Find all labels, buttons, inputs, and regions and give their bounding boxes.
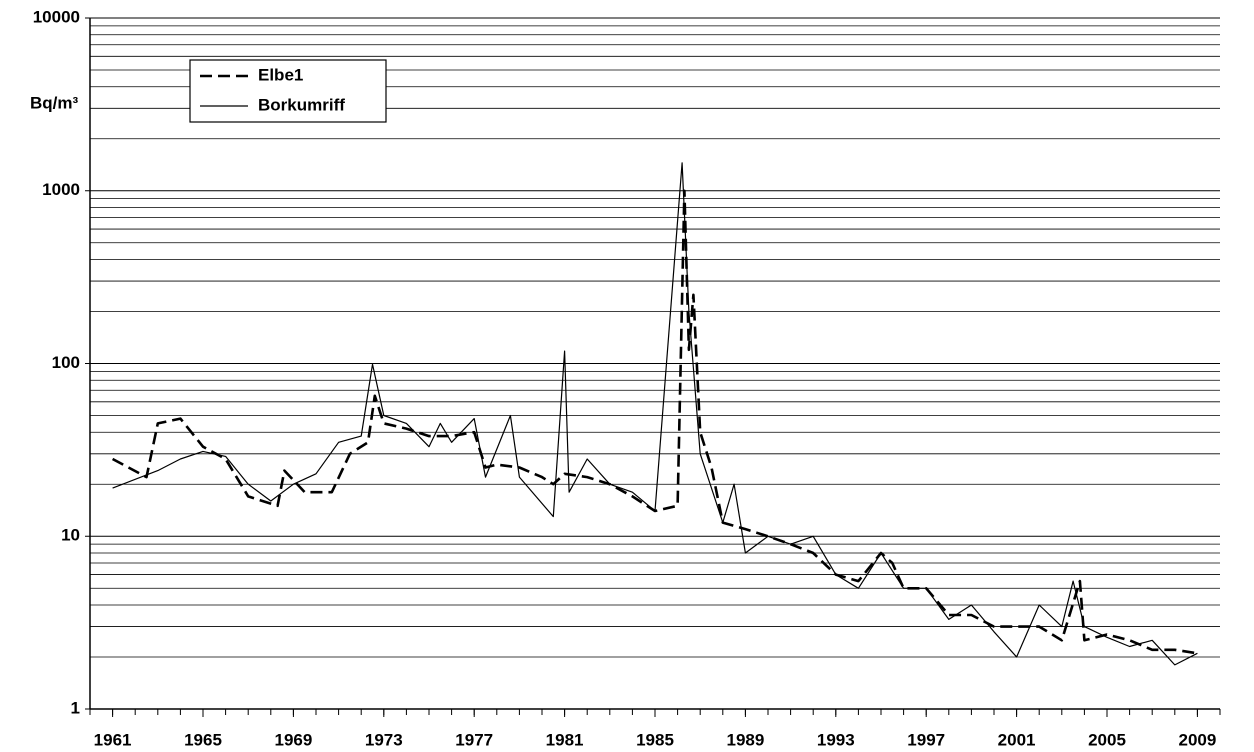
x-tick-label: 1961 bbox=[94, 730, 132, 749]
legend-label: Elbe1 bbox=[258, 65, 303, 84]
y-tick-label: 10000 bbox=[33, 7, 80, 26]
y-axis-label: Bq/m³ bbox=[30, 93, 79, 112]
legend-label: Borkumriff bbox=[258, 95, 345, 114]
x-tick-label: 1965 bbox=[184, 730, 222, 749]
x-tick-label: 2009 bbox=[1178, 730, 1216, 749]
legend-box bbox=[189, 59, 387, 123]
x-tick-label: 2001 bbox=[998, 730, 1036, 749]
x-tick-label: 1969 bbox=[274, 730, 312, 749]
x-tick-label: 1997 bbox=[907, 730, 945, 749]
y-tick-label: 1000 bbox=[42, 180, 80, 199]
x-tick-label: 1993 bbox=[817, 730, 855, 749]
x-tick-label: 1977 bbox=[455, 730, 493, 749]
x-tick-label: 2005 bbox=[1088, 730, 1126, 749]
x-tick-label: 1973 bbox=[365, 730, 403, 749]
series-line bbox=[112, 162, 1198, 666]
x-tick-label: 1985 bbox=[636, 730, 674, 749]
y-tick-label: 10 bbox=[61, 526, 80, 545]
x-tick-label: 1981 bbox=[546, 730, 584, 749]
y-tick-label: 1 bbox=[71, 698, 80, 717]
series-line bbox=[111, 189, 1198, 655]
x-tick-label: 1989 bbox=[726, 730, 764, 749]
y-tick-label: 100 bbox=[52, 353, 80, 372]
